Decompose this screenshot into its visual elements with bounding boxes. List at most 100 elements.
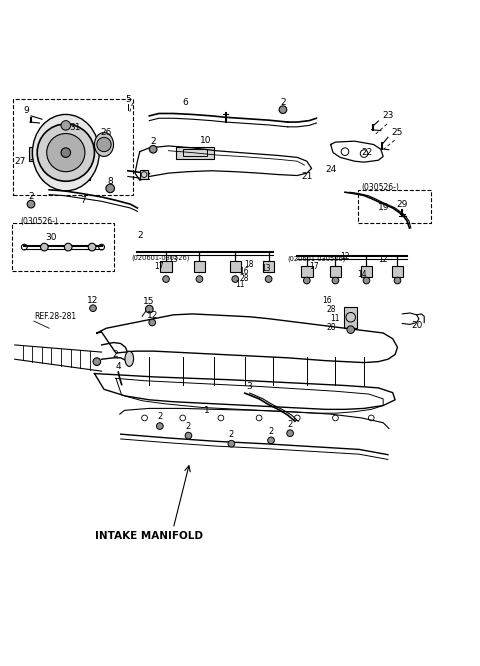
- Circle shape: [90, 305, 96, 312]
- Ellipse shape: [125, 351, 133, 366]
- Circle shape: [196, 276, 203, 282]
- Bar: [194, 262, 205, 272]
- Text: 30: 30: [46, 233, 57, 242]
- Circle shape: [27, 200, 35, 208]
- Bar: [361, 266, 372, 276]
- Text: (030526-): (030526-): [362, 183, 399, 192]
- Text: 2: 2: [280, 98, 286, 107]
- Circle shape: [185, 432, 192, 439]
- Bar: [263, 262, 275, 272]
- Circle shape: [97, 137, 111, 152]
- Circle shape: [268, 437, 275, 444]
- Text: 15: 15: [143, 297, 154, 306]
- Text: 4: 4: [116, 362, 121, 371]
- Circle shape: [61, 148, 71, 157]
- Text: 2: 2: [28, 192, 34, 201]
- Bar: [392, 266, 403, 276]
- Text: 3: 3: [247, 382, 252, 392]
- Bar: [330, 266, 341, 276]
- Bar: [344, 307, 358, 328]
- Circle shape: [287, 430, 293, 436]
- Text: 11: 11: [330, 314, 339, 322]
- Text: 19: 19: [378, 203, 390, 212]
- Text: 11: 11: [235, 280, 245, 289]
- Text: (030526-): (030526-): [21, 217, 59, 226]
- Circle shape: [394, 277, 401, 284]
- Text: 2: 2: [137, 230, 143, 240]
- Text: 16: 16: [322, 296, 332, 305]
- Text: 14: 14: [357, 270, 367, 278]
- Text: 12: 12: [378, 255, 388, 264]
- Ellipse shape: [33, 115, 99, 190]
- Text: 12: 12: [146, 311, 158, 320]
- Text: 20: 20: [412, 321, 423, 330]
- Text: 22: 22: [362, 149, 373, 157]
- Circle shape: [228, 440, 235, 447]
- Circle shape: [93, 358, 101, 366]
- Bar: [229, 262, 241, 272]
- Text: 13: 13: [168, 255, 178, 264]
- Circle shape: [303, 277, 310, 284]
- Text: 2: 2: [112, 350, 118, 359]
- Circle shape: [64, 243, 72, 251]
- Text: 29: 29: [396, 200, 408, 208]
- Circle shape: [232, 276, 239, 282]
- Ellipse shape: [95, 133, 114, 157]
- Text: 2: 2: [150, 137, 156, 147]
- Circle shape: [149, 319, 156, 326]
- Circle shape: [163, 276, 169, 282]
- Text: 18: 18: [244, 260, 253, 269]
- Circle shape: [149, 145, 157, 153]
- Text: 24: 24: [325, 165, 336, 174]
- Text: 12: 12: [340, 252, 350, 261]
- Text: 12: 12: [87, 296, 99, 306]
- Text: 13: 13: [262, 264, 271, 273]
- Text: 2: 2: [268, 427, 274, 436]
- Circle shape: [88, 243, 96, 251]
- Text: (020601-030526): (020601-030526): [288, 256, 346, 262]
- Text: 28: 28: [239, 274, 249, 282]
- Circle shape: [279, 106, 287, 113]
- Text: 23: 23: [382, 111, 394, 121]
- Circle shape: [40, 243, 48, 251]
- Text: 9: 9: [24, 107, 29, 115]
- Circle shape: [106, 184, 115, 192]
- Circle shape: [37, 124, 95, 181]
- Text: 8: 8: [108, 176, 113, 186]
- Bar: [301, 266, 312, 276]
- Circle shape: [145, 305, 153, 313]
- Circle shape: [332, 277, 339, 284]
- Bar: [29, 147, 41, 161]
- Bar: [42, 173, 90, 180]
- Text: REF.28-281: REF.28-281: [34, 312, 76, 321]
- Text: 2: 2: [288, 420, 293, 428]
- Text: 17: 17: [309, 262, 319, 270]
- Circle shape: [347, 326, 355, 334]
- Text: 31: 31: [70, 123, 81, 133]
- Text: 2: 2: [157, 412, 162, 422]
- Circle shape: [265, 276, 272, 282]
- Bar: [176, 147, 214, 159]
- Text: 10: 10: [200, 136, 211, 145]
- Text: 26: 26: [101, 128, 112, 137]
- Text: 17: 17: [154, 262, 164, 271]
- Circle shape: [61, 121, 71, 130]
- Text: 28: 28: [327, 323, 336, 332]
- Text: 6: 6: [182, 98, 188, 107]
- Circle shape: [363, 277, 370, 284]
- Bar: [56, 119, 75, 133]
- Text: 25: 25: [392, 128, 403, 137]
- Text: 27: 27: [15, 157, 26, 166]
- Bar: [140, 170, 148, 179]
- Circle shape: [47, 133, 85, 172]
- Circle shape: [156, 423, 163, 430]
- Text: 2: 2: [186, 422, 191, 431]
- Text: 7: 7: [81, 196, 86, 204]
- Text: 1: 1: [204, 406, 209, 415]
- Text: INTAKE MANIFOLD: INTAKE MANIFOLD: [96, 531, 204, 541]
- Text: (020601-030526): (020601-030526): [131, 254, 190, 261]
- Text: 5: 5: [125, 95, 131, 103]
- Text: 16: 16: [239, 267, 249, 276]
- Text: 28: 28: [327, 305, 336, 314]
- Text: 21: 21: [301, 172, 312, 181]
